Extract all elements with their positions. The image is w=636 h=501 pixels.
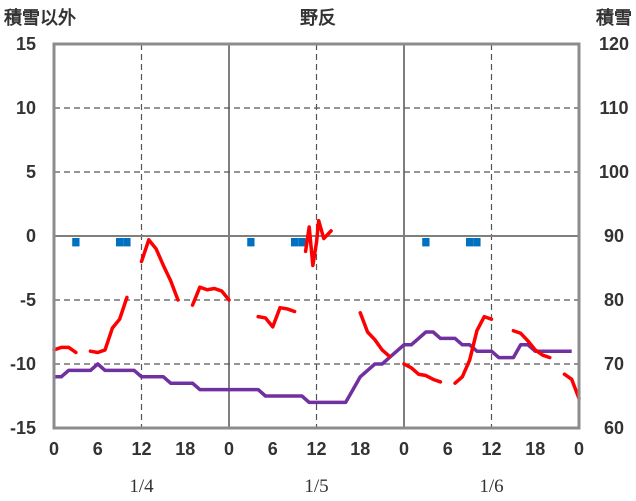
right-tick-label: 80: [604, 290, 624, 310]
bar-series: [72, 238, 481, 247]
right-tick-label: 70: [604, 354, 624, 374]
x-axis-hour-tick-labels: 0 6 12 18 0 6 12 18 0 6 12 18 0: [49, 439, 584, 459]
left-tick-label: -15: [10, 418, 36, 438]
hour-tick-label: 12: [131, 439, 151, 459]
left-series-segment: [562, 372, 581, 401]
bar-mark: [123, 238, 131, 247]
left-series-segment: [358, 311, 392, 359]
left-series-segment: [303, 218, 333, 268]
left-tick-label: 15: [16, 34, 36, 54]
x-axis-date-labels: 1/4 1/5 1/6: [129, 476, 503, 497]
hour-tick-label: 18: [350, 439, 370, 459]
hour-tick-label: 6: [443, 439, 453, 459]
chart-title: 野反: [300, 8, 336, 28]
left-tick-label: 0: [26, 226, 36, 246]
left-tick-label: 5: [26, 162, 36, 182]
left-tick-label: -5: [20, 290, 36, 310]
hour-tick-label: 18: [525, 439, 545, 459]
left-axis-line-series: [52, 218, 581, 401]
right-axis-tick-labels: 120 110 100 90 80 70 60: [599, 34, 629, 438]
hour-tick-label: 0: [399, 439, 409, 459]
right-tick-label: 90: [604, 226, 624, 246]
date-label: 1/5: [304, 476, 328, 497]
left-series-segment: [88, 295, 129, 355]
left-tick-label: 10: [16, 98, 36, 118]
bar-mark: [290, 238, 299, 247]
date-label: 1/4: [129, 476, 154, 497]
hour-tick-label: 6: [268, 439, 278, 459]
left-axis-tick-labels: 15 10 5 0 -5 -10 -15: [10, 34, 36, 438]
right-axis-label: 積雪: [595, 7, 632, 28]
bar-mark: [247, 238, 255, 247]
left-tick-label: -10: [10, 354, 36, 374]
left-series-segment: [256, 305, 297, 329]
left-series-segment: [139, 238, 180, 302]
plot-frame: [52, 42, 581, 430]
hour-tick-label: 0: [224, 439, 234, 459]
right-tick-label: 100: [599, 162, 629, 182]
hour-tick-label: 12: [481, 439, 501, 459]
hour-tick-label: 12: [306, 439, 326, 459]
right-tick-label: 120: [599, 34, 629, 54]
snow-depth-line: [54, 330, 572, 405]
bar-mark: [465, 238, 474, 247]
left-axis-label: 積雪以外: [3, 7, 76, 28]
right-tick-label: 60: [604, 418, 624, 438]
left-series-segment: [511, 328, 552, 360]
hour-tick-label: 0: [574, 439, 584, 459]
left-series-segment: [52, 345, 78, 355]
bar-mark: [422, 238, 430, 247]
hour-tick-label: 0: [49, 439, 59, 459]
left-series-segment: [190, 285, 231, 307]
bar-mark: [72, 238, 80, 247]
right-axis-line-series: [54, 330, 572, 405]
date-label: 1/6: [479, 476, 503, 497]
bar-mark: [298, 238, 306, 247]
hour-tick-label: 6: [93, 439, 103, 459]
hour-tick-label: 18: [175, 439, 195, 459]
right-tick-label: 110: [599, 98, 628, 118]
bar-mark: [473, 238, 481, 247]
left-series-segment: [453, 314, 494, 385]
left-series-segment: [402, 362, 443, 384]
bar-mark: [115, 238, 124, 247]
